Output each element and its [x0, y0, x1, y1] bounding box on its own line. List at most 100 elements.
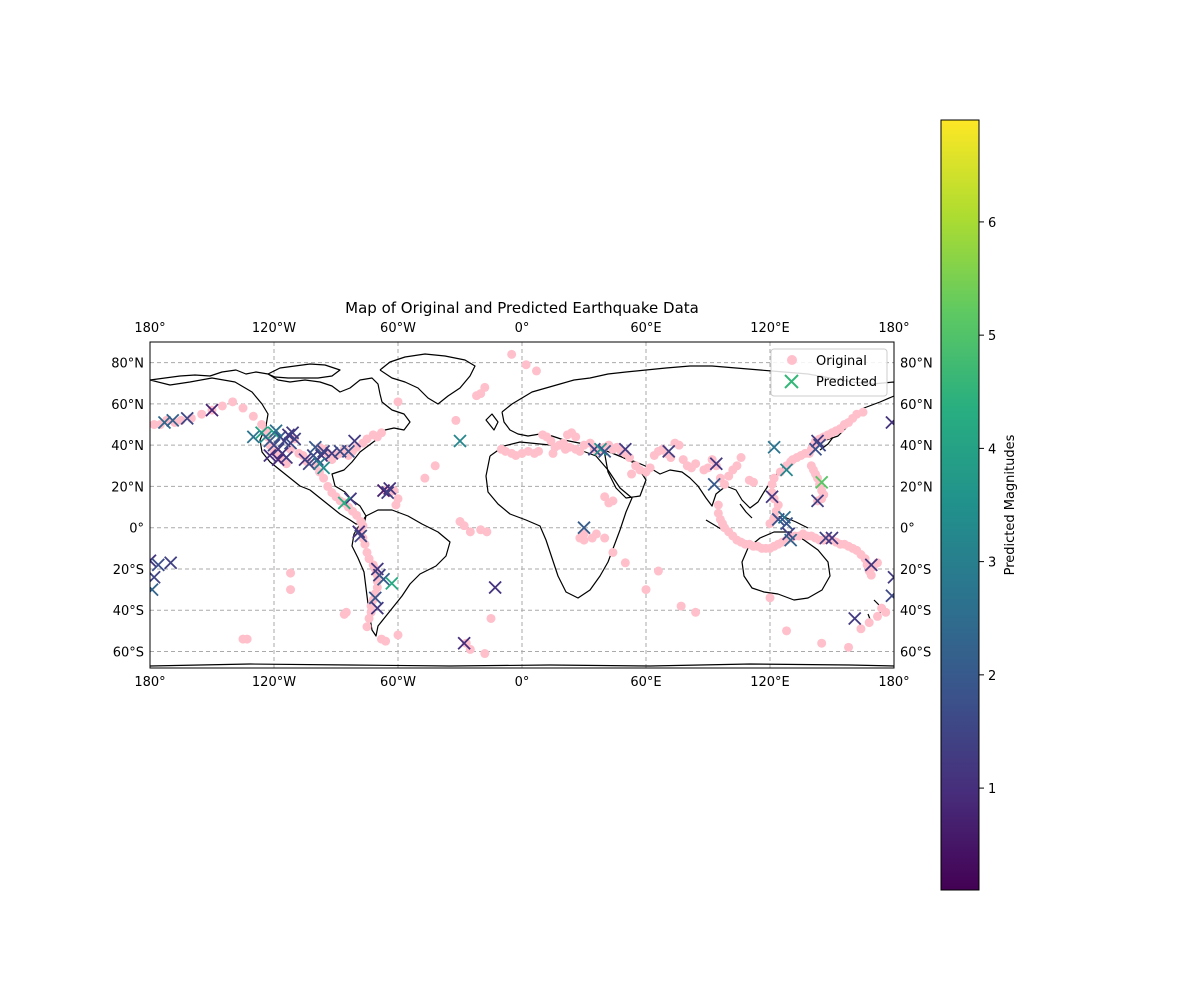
- predicted-point: [368, 591, 382, 605]
- original-point: [558, 438, 568, 448]
- original-point: [480, 382, 490, 392]
- original-point: [765, 593, 775, 603]
- original-point: [372, 570, 382, 580]
- original-point: [482, 527, 492, 537]
- original-point: [711, 461, 721, 471]
- original-point: [703, 463, 713, 473]
- predicted-point: [618, 442, 632, 456]
- original-point: [480, 649, 490, 659]
- original-point: [769, 473, 779, 483]
- colorbar-ticks: 1 2 3 4 5 6: [979, 216, 996, 797]
- original-point: [732, 461, 742, 471]
- predicted-point: [370, 601, 384, 615]
- original-point: [286, 585, 296, 595]
- coastlines: [150, 353, 894, 667]
- original-point: [381, 636, 391, 646]
- predicted-point: [205, 403, 219, 417]
- original-point: [534, 446, 544, 456]
- original-point: [286, 444, 296, 454]
- predicted-point: [848, 611, 862, 626]
- y-tick-label-left: 40°S: [113, 604, 144, 619]
- original-point: [620, 558, 630, 568]
- original-point: [600, 533, 610, 543]
- predicted-point: [383, 481, 397, 496]
- original-points: [150, 349, 891, 659]
- original-point: [451, 415, 461, 425]
- coast-antarctica: [150, 663, 894, 667]
- predicted-point: [808, 442, 823, 456]
- x-tick-label-bottom: 180°: [878, 675, 909, 690]
- original-point: [653, 566, 663, 576]
- original-point: [691, 607, 701, 617]
- original-point: [645, 463, 655, 473]
- original-point: [856, 624, 866, 634]
- legend: Original Predicted: [770, 348, 888, 397]
- original-point: [362, 622, 372, 632]
- original-point: [465, 527, 475, 537]
- predicted-point: [779, 463, 794, 477]
- y-tick-label-left: 0°: [129, 522, 144, 537]
- original-point: [676, 601, 686, 611]
- predicted-point: [352, 525, 366, 539]
- original-point: [393, 397, 403, 407]
- predicted-point: [316, 461, 331, 475]
- original-point: [579, 535, 589, 545]
- predicted-point: [150, 554, 157, 568]
- predicted-point: [593, 442, 608, 456]
- predicted-point: [810, 434, 825, 448]
- y-tick-label-left: 20°N: [111, 480, 144, 495]
- predicted-points: [150, 403, 894, 650]
- original-point: [461, 638, 471, 648]
- x-tick-label-top: 180°: [134, 321, 165, 336]
- x-tick-label-top: 180°: [878, 321, 909, 336]
- legend-box: [770, 348, 888, 397]
- legend-predicted-marker: [784, 374, 799, 389]
- predicted-point: [577, 521, 591, 535]
- y-tick-label-right: 60°S: [900, 645, 931, 660]
- original-point: [881, 607, 891, 617]
- original-point: [691, 459, 701, 469]
- original-point: [608, 496, 618, 506]
- predicted-point: [765, 490, 779, 504]
- predicted-point: [279, 450, 294, 465]
- predicted-point: [314, 448, 329, 463]
- original-point: [486, 613, 496, 623]
- original-point: [339, 609, 349, 619]
- colorbar-tick-label: 5: [988, 329, 996, 344]
- predicted-point: [709, 457, 723, 471]
- map-area: 180° 180° 120°W 120°W 60°W 60°W 0° 0° 60°E 60°E 12…: [111, 321, 933, 690]
- tick-labels: 180° 180° 120°W 120°W 60°W 60°W 0° 0° 60°E 60°E 12…: [111, 321, 933, 690]
- predicted-point: [767, 440, 781, 454]
- colorbar: 1 2 3 4 5 6 Predicted Magnitudes: [940, 119, 1018, 891]
- predicted-point: [453, 434, 467, 448]
- predicted-point: [598, 444, 612, 458]
- coast-australia: [741, 531, 831, 601]
- predicted-point: [180, 411, 194, 425]
- predicted-point: [885, 415, 894, 430]
- predicted-point: [157, 415, 172, 430]
- x-tick-label-top: 60°W: [380, 321, 416, 336]
- predicted-point: [707, 477, 721, 492]
- original-point: [248, 411, 258, 421]
- predicted-point: [819, 531, 833, 545]
- y-tick-label-right: 40°S: [900, 604, 931, 619]
- predicted-point: [271, 452, 285, 467]
- legend-original-label: Original: [816, 354, 867, 369]
- predicted-point: [285, 426, 300, 440]
- coast-north-america: [150, 369, 411, 525]
- x-tick-label-bottom: 120°E: [750, 675, 790, 690]
- predicted-point: [341, 444, 356, 458]
- original-point: [627, 469, 637, 479]
- x-tick-label-bottom: 120°W: [252, 675, 296, 690]
- original-point: [720, 479, 730, 489]
- predicted-point: [316, 444, 331, 458]
- predicted-point: [825, 531, 839, 545]
- coast-south-america: [351, 509, 451, 637]
- predicted-point: [887, 570, 894, 584]
- x-tick-label-bottom: 0°: [515, 675, 530, 690]
- predicted-point: [587, 442, 601, 456]
- x-tick-label-top: 60°E: [630, 321, 661, 336]
- predicted-point: [354, 529, 368, 543]
- original-point: [624, 453, 634, 463]
